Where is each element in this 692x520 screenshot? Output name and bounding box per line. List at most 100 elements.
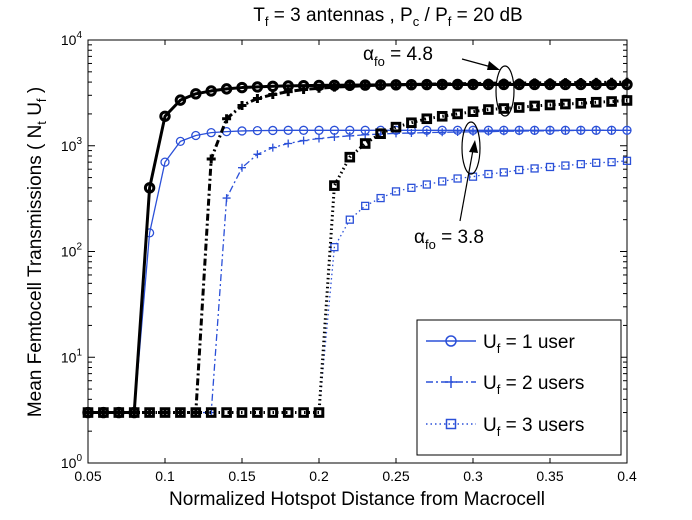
y-tick-label: 101: [61, 347, 83, 365]
legend-label-u2: Uf = 2 users: [483, 373, 584, 397]
y-axis-label: Mean Femtocell Transmissions ( Nt Uf ): [25, 87, 49, 417]
data-point: [376, 193, 385, 203]
data-point: [483, 104, 494, 115]
data-point: [283, 87, 293, 97]
data-point: [560, 98, 571, 110]
data-point: [174, 94, 187, 106]
chart-title: Tf = 3 antennas , Pc / Pf = 20 dB: [253, 5, 522, 29]
data-point: [222, 114, 232, 124]
data-point: [315, 134, 323, 143]
data-point: [238, 163, 246, 172]
data-point: [499, 127, 508, 136]
data-point: [345, 131, 354, 140]
data-point: [469, 127, 477, 136]
data-point: [592, 126, 601, 135]
data-point: [252, 407, 263, 418]
data-point: [190, 407, 202, 418]
data-point: [236, 407, 248, 418]
data-point: [560, 78, 570, 88]
y-axis: 100 101 102 103 104: [61, 30, 627, 471]
data-point: [268, 143, 277, 152]
data-point: [576, 78, 586, 88]
x-tick-label: 0.2: [309, 468, 329, 484]
data-point: [175, 407, 186, 418]
data-point: [314, 125, 324, 135]
data-point: [144, 407, 155, 418]
y-tick-label: 104: [61, 30, 83, 48]
annotation-alpha-4-8-arrowhead: [487, 61, 500, 70]
data-point: [437, 79, 447, 89]
data-point: [607, 157, 616, 167]
data-point: [206, 154, 216, 164]
data-point: [590, 96, 602, 108]
data-point: [499, 168, 508, 177]
data-point: [576, 159, 585, 169]
data-point: [468, 78, 478, 88]
data-point: [622, 156, 632, 165]
data-point: [514, 78, 524, 88]
data-point: [267, 407, 279, 418]
legend-label-u1: Uf = 1 user: [483, 332, 575, 356]
data-point: [591, 77, 601, 87]
data-point: [222, 194, 231, 203]
data-point: [530, 164, 539, 173]
data-point: [314, 83, 324, 93]
data-point: [438, 128, 447, 137]
data-point: [282, 407, 294, 418]
data-point: [575, 98, 587, 109]
annotation-alpha-3-8: αfo = 3.8: [414, 121, 484, 252]
y-tick-label: 100: [61, 453, 83, 471]
data-point: [344, 151, 356, 163]
data-point: [252, 125, 263, 136]
data-point: [283, 125, 293, 135]
data-point: [159, 407, 171, 418]
data-point: [221, 407, 232, 418]
data-point: [436, 110, 448, 122]
data-point: [98, 407, 109, 418]
data-point: [361, 130, 370, 139]
data-point: [253, 150, 262, 159]
data-point: [160, 157, 170, 167]
data-point: [561, 126, 570, 135]
data-point: [529, 100, 540, 112]
data-point: [623, 126, 631, 135]
data-point: [236, 81, 248, 94]
data-point: [406, 117, 417, 129]
data-point: [191, 130, 201, 141]
annotation-alpha-3-8-arrowhead: [469, 140, 478, 153]
data-point: [159, 110, 171, 122]
data-point: [453, 79, 463, 89]
data-point: [376, 80, 386, 90]
data-point: [515, 127, 524, 136]
y-tick-label: 102: [61, 242, 83, 260]
data-point: [205, 407, 217, 418]
data-point: [438, 177, 447, 186]
data-point: [190, 88, 202, 100]
data-point: [499, 78, 509, 88]
data-point: [237, 126, 247, 136]
data-point: [251, 81, 264, 93]
data-point: [143, 182, 156, 194]
data-point: [561, 161, 570, 170]
annotation-alpha-4-8-ellipse: [495, 65, 515, 117]
data-point: [544, 99, 556, 111]
series-u3-alpha-4-8: [82, 95, 633, 418]
x-axis: 0.05 0.1 0.15 0.2 0.25 0.3 0.35 0.4: [74, 40, 637, 484]
data-point: [422, 79, 432, 89]
x-tick-label: 0.15: [228, 468, 255, 484]
data-point: [361, 201, 370, 211]
data-point: [421, 113, 433, 125]
data-point: [498, 103, 510, 114]
x-tick-label: 0.3: [463, 468, 483, 484]
legend-label-u3: Uf = 3 users: [483, 415, 584, 439]
annotation-alpha-3-8-ellipse: [461, 121, 481, 175]
x-tick-label: 0.25: [382, 468, 409, 484]
data-point: [391, 187, 401, 196]
legend-marker-u1: [445, 335, 457, 347]
data-point: [546, 126, 554, 135]
data-point: [113, 407, 125, 418]
data-point: [453, 127, 462, 136]
data-point: [128, 407, 140, 418]
legend-marker-u2: [445, 376, 457, 388]
